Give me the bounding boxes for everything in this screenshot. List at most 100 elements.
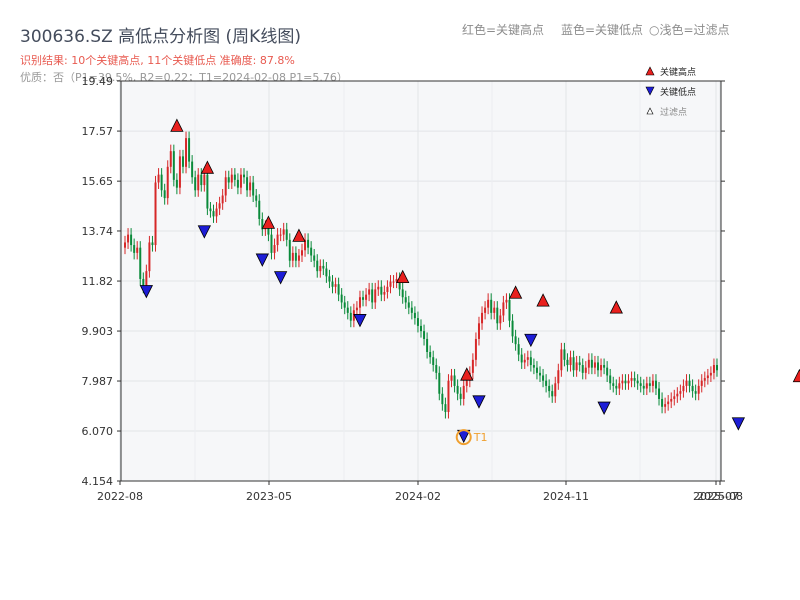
candle-body [404,297,407,303]
candle-body [371,289,374,303]
candle-body [462,385,465,399]
candle-body [429,351,432,358]
candle-body [261,218,264,230]
candle-body [410,307,413,313]
candle-body [209,208,212,212]
candle-body [496,307,499,324]
candle-body [505,299,508,303]
y-tick-label: 11.82 [82,275,114,288]
candle-body [639,383,642,386]
candle-body [514,336,517,345]
candle-body [542,375,545,381]
candle-body [447,380,450,412]
candle-body [148,242,151,272]
candle-body [636,380,639,384]
candle-body [322,265,325,269]
candle-body [545,380,548,386]
key-high-marker [396,269,410,284]
key-high-marker [460,367,474,381]
candle-body [304,239,307,251]
candle-body [340,294,343,303]
candle-body [307,239,310,248]
candle-body [535,367,538,373]
candle-body [554,383,557,397]
candle-body [624,380,627,384]
candle-body [392,281,395,283]
candle-body [255,195,258,201]
candle-body [191,161,194,178]
candle-body [270,234,273,253]
candle-body [203,174,206,186]
candle-body [279,234,282,236]
candle-body [651,380,654,386]
axes: 4.154 6.070 7.987 9.903 11.82 13.74 15.65 17.57… [82,75,743,503]
legend-high-label: 关键高点 [660,66,696,78]
y-tick-label: 6.070 [82,425,114,438]
candle-body [694,391,697,394]
y-tick-label: 4.154 [82,475,114,488]
candle-body [642,385,645,389]
candle-body [374,289,377,303]
candle-body [453,375,456,386]
candle-body [664,404,667,407]
candle-body [609,375,612,384]
key-high-marker [292,228,306,242]
candle-body [383,292,386,295]
candle-body [319,265,322,272]
candle-body [450,375,453,381]
candle-body [621,380,624,384]
candle-body [584,367,587,373]
candle-body [603,365,606,368]
candle-body [578,362,581,366]
y-tick-label: 19.49 [82,75,114,88]
key-low-marker [255,253,269,267]
candle-body [181,156,184,167]
candle-body [673,396,676,399]
candle-body [676,393,679,397]
candle-body [685,380,688,386]
candle-body [499,315,502,324]
candle-body [297,255,300,261]
candle-body [569,357,572,366]
key-low-marker [472,395,486,409]
candle-body [300,250,303,256]
candle-body [529,357,532,366]
candle-body [682,385,685,392]
candle-body [484,307,487,313]
candle-body [197,174,200,191]
legend-filtered-icon [646,107,654,115]
candle-body [395,278,398,282]
candle-body [169,151,172,167]
candle-body [221,195,224,204]
key-high-marker [200,160,215,174]
candle-body [252,182,255,196]
candle-body [398,278,401,290]
legend-light-text: ○浅色=过滤点 [649,21,730,38]
candle-body [142,278,145,287]
candle-body [130,234,133,246]
candle-body [352,310,355,321]
candle-body [590,359,593,368]
candle-body [517,344,520,355]
candle-body [618,383,621,389]
candle-body [154,182,157,246]
candle-body [313,255,316,261]
key-low-marker [353,314,367,328]
candle-body [420,325,422,332]
candle-body [206,174,209,209]
candle-body [160,174,163,191]
candle-body [224,177,227,196]
candle-body [627,380,630,384]
x-tick-label: 2025-08 [697,490,743,503]
x-tick-label: 2025-07 [693,490,739,503]
candle-body [548,385,551,392]
candle-body [328,276,331,282]
candle-body [334,284,337,287]
candle-body [200,174,203,186]
legend-filtered-label: 过滤点 [660,106,687,118]
candle-body [355,307,358,311]
key-high-marker [792,368,800,383]
candle-body [575,362,578,371]
candle-body [337,284,340,295]
key-high-marker [508,285,523,299]
